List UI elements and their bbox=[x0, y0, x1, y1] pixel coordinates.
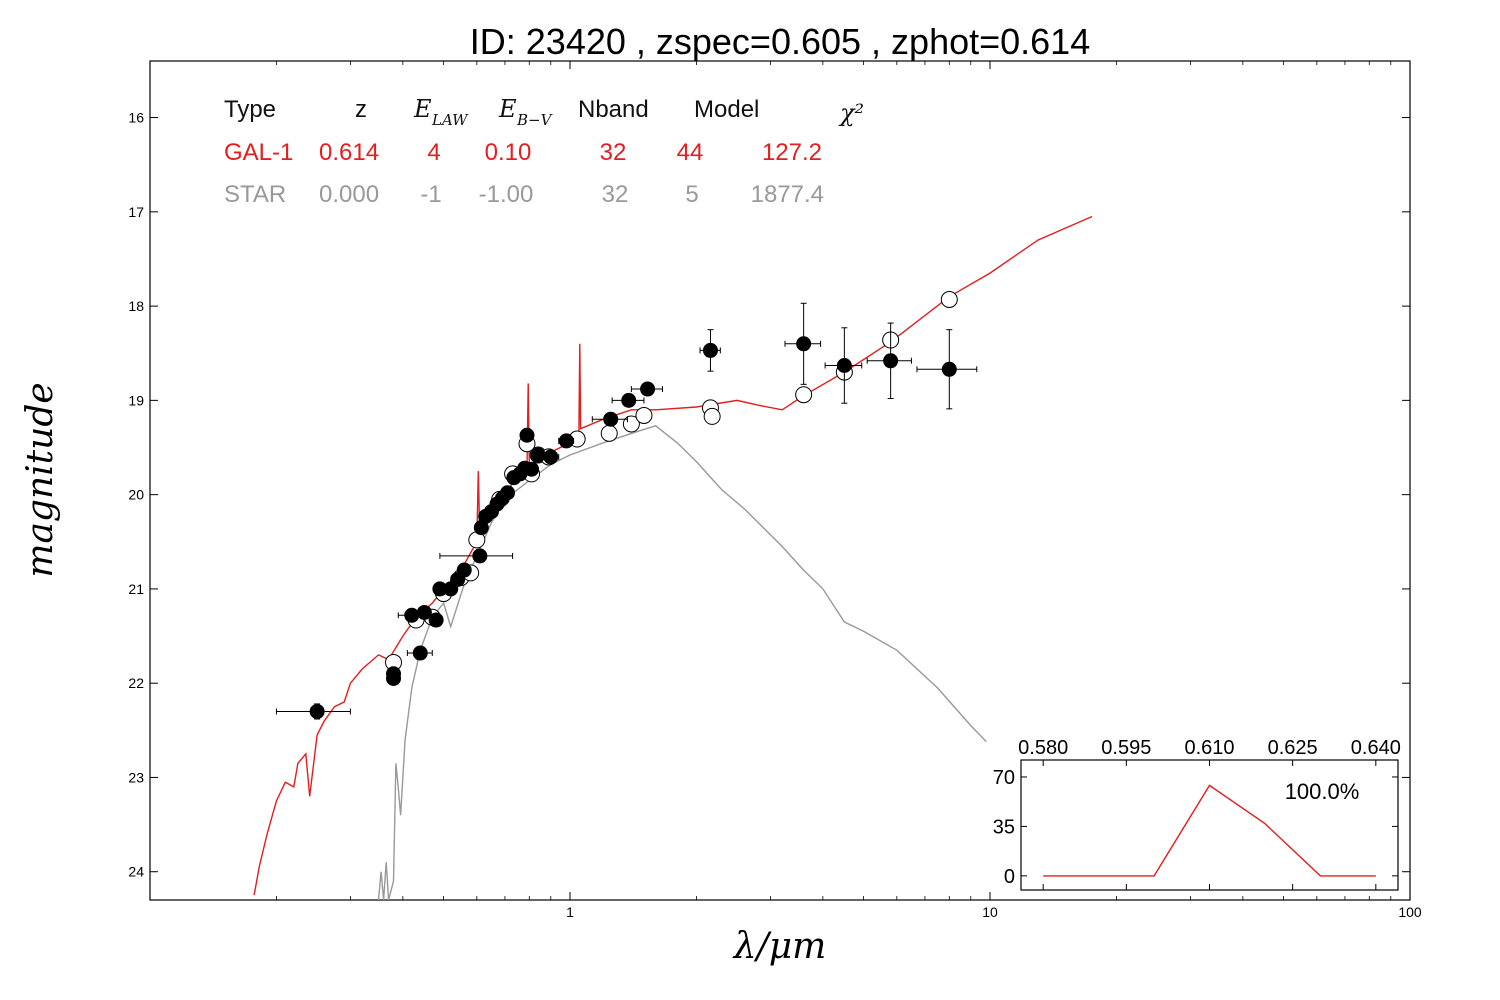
observed-point bbox=[309, 703, 325, 719]
observed-point bbox=[386, 670, 402, 686]
inset-pdf-line bbox=[1043, 784, 1376, 877]
fit-row-elaw: -1 bbox=[420, 181, 441, 208]
inset-x-tick-label: 0.580 bbox=[1018, 737, 1068, 759]
fit-header-model: Model bbox=[694, 96, 759, 123]
fit-header-elaw-sub: LAW bbox=[431, 111, 469, 129]
observed-point bbox=[640, 381, 656, 397]
plot-area: 1 10 100 16 17 18 19 20 21 22 23 24 bbox=[128, 60, 1422, 920]
observed-point bbox=[412, 645, 428, 661]
y-tick-label: 23 bbox=[128, 769, 144, 785]
x-axis-label: λ/μm bbox=[732, 926, 826, 967]
y-tick-label: 24 bbox=[128, 864, 144, 880]
fit-row-chi2: 1877.4 bbox=[751, 181, 824, 208]
inset-percent-label: 100.0% bbox=[1285, 779, 1360, 804]
observed-point bbox=[702, 342, 718, 358]
redshift-pdf-inset: 0.580 0.595 0.610 0.625 0.640 0 35 70 100.0% bbox=[993, 737, 1401, 891]
observed-point bbox=[558, 433, 574, 449]
inset-x-tick-label: 0.640 bbox=[1351, 737, 1401, 759]
observed-point bbox=[941, 361, 957, 377]
fit-header-z: z bbox=[355, 96, 367, 123]
y-tick-label: 21 bbox=[128, 581, 144, 597]
inset-x-tick-label: 0.610 bbox=[1184, 737, 1234, 759]
y-tick-label: 18 bbox=[128, 298, 144, 314]
fit-header-type: Type bbox=[224, 96, 276, 123]
observed-point bbox=[603, 411, 619, 427]
x-tick-label: 10 bbox=[982, 904, 998, 920]
fit-row-nband: 32 bbox=[602, 181, 629, 208]
fit-row-ebv: -1.00 bbox=[479, 181, 534, 208]
galaxy-template-line bbox=[253, 215, 1093, 896]
model-point bbox=[795, 386, 813, 404]
observed-point bbox=[543, 449, 559, 465]
fit-row-model: 5 bbox=[685, 181, 698, 208]
y-axis-label: magnitude bbox=[20, 382, 61, 577]
fit-row-elaw: 4 bbox=[427, 139, 440, 166]
observed-point bbox=[621, 392, 637, 408]
fit-row-type: GAL-1 bbox=[224, 139, 293, 166]
model-point bbox=[703, 407, 721, 425]
inset-y-tick-label: 35 bbox=[993, 816, 1015, 838]
fit-row-galaxy: GAL-1 0.614 4 0.10 32 44 127.2 bbox=[224, 139, 822, 166]
observed-point bbox=[472, 548, 488, 564]
fit-row-type: STAR bbox=[224, 181, 286, 208]
observed-point bbox=[524, 461, 540, 477]
observed-point bbox=[428, 612, 444, 628]
plot-frame bbox=[149, 60, 1411, 901]
y-tick-label: 20 bbox=[128, 487, 144, 503]
inset-y-tick-label: 70 bbox=[993, 767, 1015, 789]
observed-point bbox=[836, 357, 852, 373]
observed-point bbox=[883, 353, 899, 369]
y-tick-label: 17 bbox=[128, 204, 144, 220]
observed-point bbox=[519, 427, 535, 443]
star-template-line bbox=[377, 425, 987, 900]
fit-header-ebv-sub: B−V bbox=[516, 111, 554, 129]
model-point bbox=[635, 406, 653, 424]
x-tick-label: 1 bbox=[566, 904, 574, 920]
fit-row-star: STAR 0.000 -1 -1.00 32 5 1877.4 bbox=[224, 181, 824, 208]
chart-title: ID: 23420 , zspec=0.605 , zphot=0.614 bbox=[470, 21, 1090, 62]
fit-row-chi2: 127.2 bbox=[762, 139, 822, 166]
observed-point bbox=[500, 485, 516, 501]
observed-point bbox=[416, 604, 432, 620]
fit-row-z: 0.614 bbox=[319, 139, 379, 166]
y-tick-label: 19 bbox=[128, 392, 144, 408]
fit-header-nband: Nband bbox=[578, 96, 649, 123]
fit-row-model: 44 bbox=[677, 139, 704, 166]
inset-frame bbox=[1020, 759, 1399, 891]
y-tick-label: 16 bbox=[128, 110, 144, 126]
inset-x-tick-label: 0.625 bbox=[1268, 737, 1318, 759]
y-axis-label-group: magnitude bbox=[20, 382, 61, 577]
fit-header-ebv: E bbox=[498, 95, 517, 123]
fit-row-z: 0.000 bbox=[319, 181, 379, 208]
y-tick-label: 22 bbox=[128, 675, 144, 691]
model-point bbox=[600, 424, 618, 442]
fit-row-nband: 32 bbox=[600, 139, 627, 166]
fit-row-ebv: 0.10 bbox=[485, 139, 532, 166]
fit-header-chi2: χ² bbox=[838, 99, 864, 127]
inset-x-tick-label: 0.595 bbox=[1101, 737, 1151, 759]
inset-y-tick-label: 0 bbox=[1004, 866, 1015, 888]
x-tick-label: 100 bbox=[1398, 904, 1422, 920]
fit-header-elaw: E bbox=[413, 95, 432, 123]
observed-point bbox=[530, 447, 546, 463]
observed-point bbox=[456, 562, 472, 578]
fit-table: Type z E LAW E B−V Nband Model χ² GAL-1 … bbox=[224, 95, 864, 208]
observed-point bbox=[796, 336, 812, 352]
model-point bbox=[940, 291, 958, 309]
observed-point bbox=[404, 607, 420, 623]
